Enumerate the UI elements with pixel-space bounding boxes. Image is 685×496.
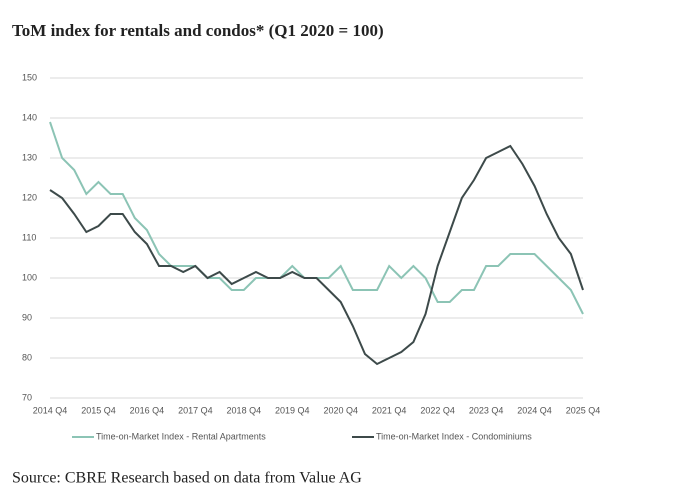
- y-tick-label: 130: [22, 152, 37, 162]
- legend-label: Time-on-Market Index - Rental Apartments: [96, 431, 266, 441]
- x-tick-label: 2024 Q4: [517, 405, 552, 415]
- legend-label: Time-on-Market Index - Condominiums: [376, 431, 532, 441]
- y-tick-label: 140: [22, 112, 37, 122]
- y-tick-label: 70: [22, 392, 32, 402]
- y-tick-label: 100: [22, 272, 37, 282]
- series-line: [49, 144, 584, 366]
- x-tick-label: 2021 Q4: [372, 405, 407, 415]
- y-tick-label: 150: [22, 72, 37, 82]
- y-tick-label: 120: [22, 192, 37, 202]
- series-line: [49, 121, 584, 315]
- x-tick-label: 2018 Q4: [227, 405, 262, 415]
- x-tick-label: 2025 Q4: [566, 405, 601, 415]
- y-tick-label: 110: [22, 232, 36, 242]
- y-tick-label: 80: [22, 352, 32, 362]
- x-tick-label: 2019 Q4: [275, 405, 310, 415]
- x-tick-label: 2014 Q4: [33, 405, 68, 415]
- x-tick-label: 2023 Q4: [469, 405, 504, 415]
- x-tick-label: 2022 Q4: [420, 405, 455, 415]
- x-tick-label: 2015 Q4: [81, 405, 116, 415]
- source-note: Source: CBRE Research based on data from…: [12, 470, 362, 487]
- x-tick-label: 2020 Q4: [323, 405, 358, 415]
- y-tick-label: 90: [22, 312, 32, 322]
- chart-title: ToM index for rentals and condos* (Q1 20…: [12, 21, 384, 40]
- x-tick-label: 2017 Q4: [178, 405, 213, 415]
- x-tick-label: 2016 Q4: [130, 405, 165, 415]
